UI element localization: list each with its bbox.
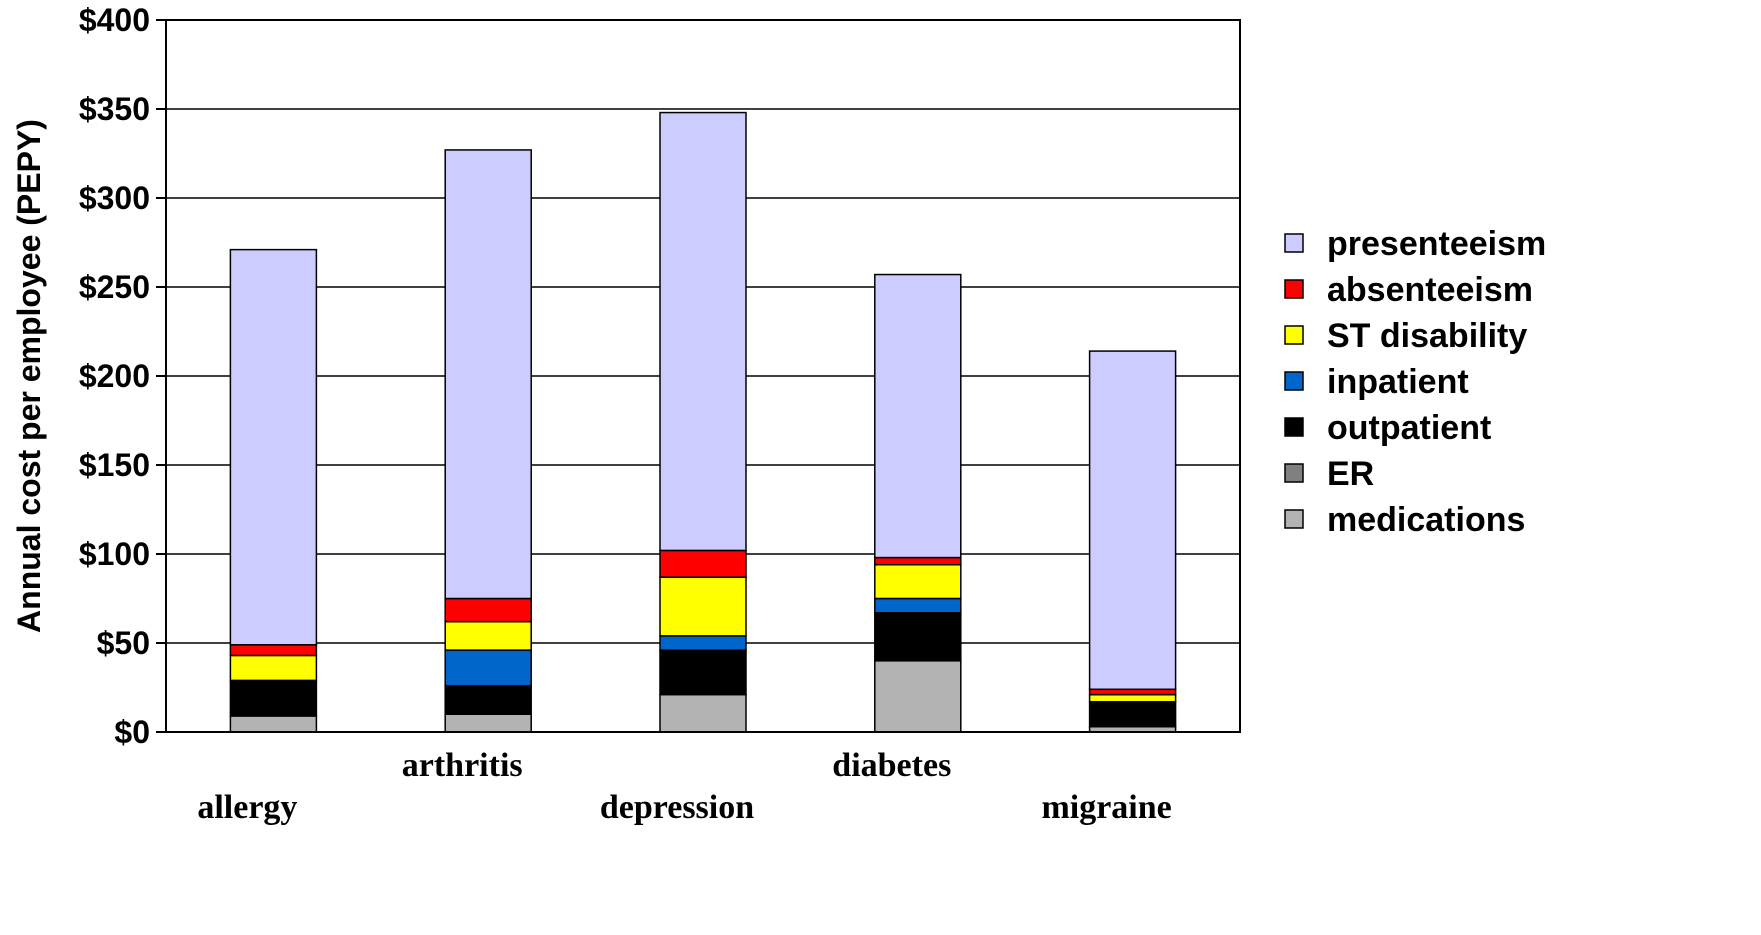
y-tick-label: $350 [79,91,150,127]
bar-segment-outpatient [659,649,747,696]
bar-stack-depression [659,111,747,733]
x-category-label: diabetes [832,747,951,784]
bar-segment-st-disability [444,620,532,651]
bar-segment-st-disability [874,563,962,600]
legend-label: medications [1327,501,1525,539]
bar-segment-outpatient [874,611,962,662]
y-tick-label: $250 [79,269,150,305]
y-axis-label: Annual cost per employee (PEPY) [11,119,47,633]
bar-segment-inpatient [874,597,962,614]
legend-swatch [1284,509,1304,529]
bar-segment-outpatient [229,679,318,717]
bar-segment-st-disability [659,576,747,637]
bar-segment-presenteeism [874,273,962,559]
legend-item: presenteeism [1284,225,1546,263]
bar-segment-medications [229,715,318,733]
bar-segment-presenteeism [444,149,532,600]
bar-segment-inpatient [659,635,747,651]
bar-segment-medications [444,713,532,733]
bar-stack-diabetes [874,273,962,733]
legend-item: ST disability [1284,317,1527,355]
y-tick-label: $300 [79,180,150,216]
x-axis-labels: allergy arthritis depression diabetes migrai… [197,747,1171,826]
legend-swatch [1284,233,1304,253]
legend-swatch [1284,463,1304,483]
legend-swatch [1284,417,1304,437]
bar-segment-medications [874,660,962,733]
bar-segment-medications [659,693,747,733]
bar-stack-arthritis [444,149,532,733]
legend-swatch [1284,325,1304,345]
x-category-label: allergy [197,789,297,826]
legend-label: inpatient [1327,363,1469,401]
legend: presenteeism absenteeism ST disability inpa… [1284,225,1546,539]
legend-item: ER [1284,455,1374,493]
legend-label: presenteeism [1327,225,1546,263]
bar-segment-absenteeism [874,556,962,566]
bar-segment-absenteeism [1088,688,1177,696]
legend-label: ER [1327,455,1374,493]
bar-segment-st-disability [1088,693,1177,703]
bar-segment-absenteeism [444,597,532,623]
legend-item: absenteeism [1284,271,1533,309]
bar-stack-migraine [1088,350,1177,733]
y-axis-ticks: $0 $50 $100 $150 $200 $250 $300 $350 $400 [79,2,166,750]
legend-swatch [1284,371,1304,391]
y-tick-label: $0 [114,714,150,750]
bar-segment-presenteeism [659,111,747,552]
bar-segment-inpatient [444,649,532,687]
x-category-label: depression [600,789,754,826]
bar-segment-outpatient [444,684,532,715]
bar-segment-st-disability [229,654,318,682]
legend-swatch [1284,279,1304,299]
y-tick-label: $400 [79,2,150,38]
x-category-label: migraine [1041,789,1171,826]
y-tick-label: $100 [79,536,150,572]
legend-item: medications [1284,501,1525,539]
bar-stack-allergy [229,248,318,733]
bars [229,111,1177,733]
y-tick-label: $200 [79,358,150,394]
y-tick-label: $150 [79,447,150,483]
legend-item: inpatient [1284,363,1469,401]
bar-segment-absenteeism [659,549,747,578]
bar-segment-absenteeism [229,644,318,657]
legend-label: outpatient [1327,409,1491,447]
bar-segment-outpatient [1088,700,1177,728]
bar-segment-presenteeism [229,248,318,646]
x-category-label: arthritis [402,747,523,784]
y-tick-label: $50 [97,625,150,661]
bar-segment-presenteeism [1088,350,1177,691]
legend-label: ST disability [1327,317,1527,355]
legend-item: outpatient [1284,409,1491,447]
legend-label: absenteeism [1327,271,1533,309]
